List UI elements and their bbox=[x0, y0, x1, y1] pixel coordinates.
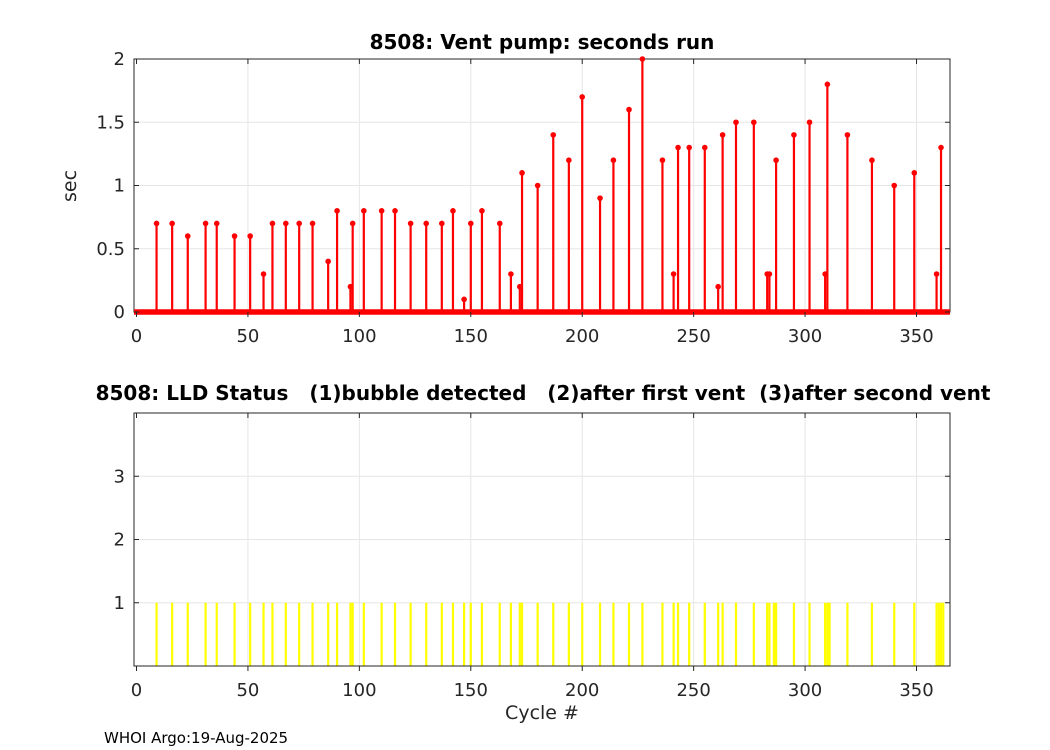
x-tick-label: 100 bbox=[342, 680, 376, 701]
stem-marker bbox=[519, 170, 525, 176]
stem-marker bbox=[153, 220, 160, 227]
y-tick-label: 0.5 bbox=[96, 239, 125, 260]
stem-marker bbox=[169, 220, 175, 227]
stem-marker bbox=[467, 220, 474, 227]
stem-marker bbox=[566, 157, 572, 163]
x-tick-label: 200 bbox=[565, 680, 599, 701]
stem-marker bbox=[378, 208, 385, 214]
stem-marker bbox=[773, 157, 779, 163]
stem-marker bbox=[791, 132, 797, 138]
stem-marker bbox=[309, 220, 316, 227]
stem-marker bbox=[844, 132, 851, 138]
stem-marker bbox=[686, 144, 692, 151]
stem-marker bbox=[325, 258, 331, 265]
stem-marker bbox=[869, 157, 875, 163]
stem-marker bbox=[508, 271, 514, 277]
y-tick-label: 1 bbox=[114, 593, 125, 614]
x-tick-label: 250 bbox=[676, 680, 710, 701]
stem-marker bbox=[231, 233, 238, 239]
y-tick-label: 1 bbox=[114, 176, 125, 197]
x-tick-label: 200 bbox=[565, 326, 599, 347]
x-tick-label: 250 bbox=[676, 326, 710, 347]
stem-marker bbox=[891, 182, 898, 189]
stem-marker bbox=[715, 283, 721, 290]
x-tick-label: 300 bbox=[788, 680, 822, 701]
stem-marker bbox=[247, 233, 253, 239]
stem-marker bbox=[911, 170, 918, 176]
stem-marker bbox=[766, 271, 773, 277]
whoi-argo-date-note: WHOI Argo:19-Aug-2025 bbox=[104, 729, 289, 747]
stem-marker bbox=[213, 220, 220, 227]
stem-marker bbox=[610, 157, 617, 163]
stem-marker bbox=[933, 271, 940, 277]
x-tick-label: 0 bbox=[131, 680, 142, 701]
stem-marker bbox=[824, 81, 831, 88]
stem-marker bbox=[579, 94, 586, 100]
vent-pump-axes: 0 50 100 150 200 250 300 350 0 0.5 1 1.5 2 bbox=[96, 49, 951, 347]
stem-marker bbox=[938, 144, 944, 151]
stem-marker bbox=[334, 208, 340, 214]
lld-status-title: 8508: LLD Status (1)bubble detected (2)a… bbox=[95, 381, 991, 405]
x-tick-label: 50 bbox=[236, 680, 259, 701]
y-tick-label: 2 bbox=[114, 49, 125, 70]
stem-marker bbox=[283, 220, 289, 227]
y-tick-label: 1.5 bbox=[96, 112, 125, 133]
y-tick-label: 0 bbox=[114, 302, 125, 323]
stem-marker bbox=[701, 144, 708, 151]
x-tick-label: 0 bbox=[131, 326, 142, 347]
lld-status-axes: 0 50 100 150 200 250 300 350 1 2 3 bbox=[114, 412, 951, 701]
x-tick-label: 50 bbox=[236, 326, 259, 347]
stem-marker bbox=[597, 195, 603, 201]
stem-marker bbox=[269, 220, 276, 227]
stem-marker bbox=[349, 220, 356, 227]
stem-marker bbox=[626, 106, 632, 113]
stem-marker bbox=[361, 208, 367, 214]
stem-marker bbox=[670, 271, 677, 277]
stem-marker bbox=[479, 208, 485, 214]
y-tick-label: 2 bbox=[114, 530, 125, 551]
stem-marker bbox=[461, 296, 467, 303]
x-tick-label: 350 bbox=[899, 680, 933, 701]
stem-marker bbox=[550, 132, 557, 138]
stem-marker bbox=[675, 144, 681, 151]
stem-marker bbox=[496, 220, 503, 227]
stem-marker bbox=[423, 220, 430, 227]
stem-marker bbox=[392, 208, 398, 214]
stem-marker bbox=[534, 182, 541, 189]
cycle-xlabel: Cycle # bbox=[505, 702, 579, 724]
stem-marker bbox=[719, 132, 726, 138]
stem-marker bbox=[202, 220, 209, 227]
stem-marker bbox=[806, 119, 813, 126]
x-tick-label: 350 bbox=[899, 326, 933, 347]
x-tick-label: 100 bbox=[342, 326, 376, 347]
stem-marker bbox=[260, 271, 267, 277]
stem-marker bbox=[439, 220, 445, 227]
stem-marker bbox=[751, 119, 757, 126]
x-tick-label: 150 bbox=[454, 326, 488, 347]
stem-marker bbox=[184, 233, 191, 239]
stem-marker bbox=[659, 157, 666, 163]
stem-marker bbox=[733, 119, 739, 126]
y-tick-label: 3 bbox=[114, 466, 125, 487]
vent-pump-title: 8508: Vent pump: seconds run bbox=[369, 30, 715, 54]
stem-marker bbox=[639, 56, 646, 62]
stem-marker bbox=[407, 220, 414, 227]
stem-marker bbox=[296, 220, 302, 227]
x-tick-label: 150 bbox=[454, 680, 488, 701]
x-tick-label: 300 bbox=[788, 326, 822, 347]
stem-marker bbox=[450, 208, 456, 214]
